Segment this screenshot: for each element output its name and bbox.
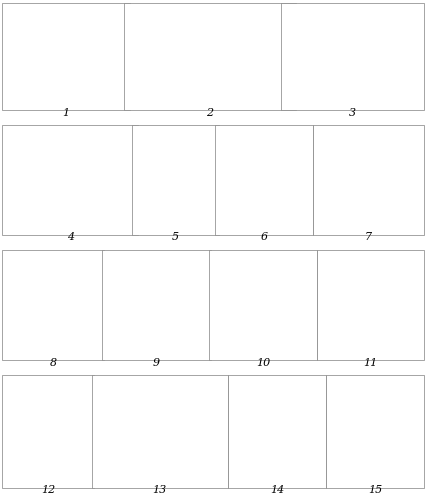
Text: 1: 1 [63,108,69,118]
Bar [2,2,130,110]
Text: 15: 15 [368,485,382,495]
Bar [215,125,313,235]
Text: 6: 6 [261,232,268,242]
Bar [228,375,326,488]
Text: 5: 5 [172,232,179,242]
Text: 2: 2 [206,108,213,118]
Bar [2,125,138,235]
Bar [313,125,424,235]
Bar [281,2,424,110]
Text: 4: 4 [67,232,74,242]
Text: 12: 12 [41,485,55,495]
Bar [317,250,424,360]
Bar [124,2,296,110]
Text: 7: 7 [365,232,372,242]
Bar [92,375,228,488]
Text: 9: 9 [153,358,160,368]
Text: 11: 11 [363,358,378,368]
Text: 3: 3 [349,108,356,118]
Bar [132,125,219,235]
Text: 13: 13 [153,485,167,495]
Text: 8: 8 [50,358,57,368]
Bar [209,250,317,360]
Text: 10: 10 [256,358,270,368]
Bar [2,375,94,488]
Bar [2,250,104,360]
Bar [102,250,211,360]
Bar [326,375,424,488]
Text: 14: 14 [270,485,284,495]
